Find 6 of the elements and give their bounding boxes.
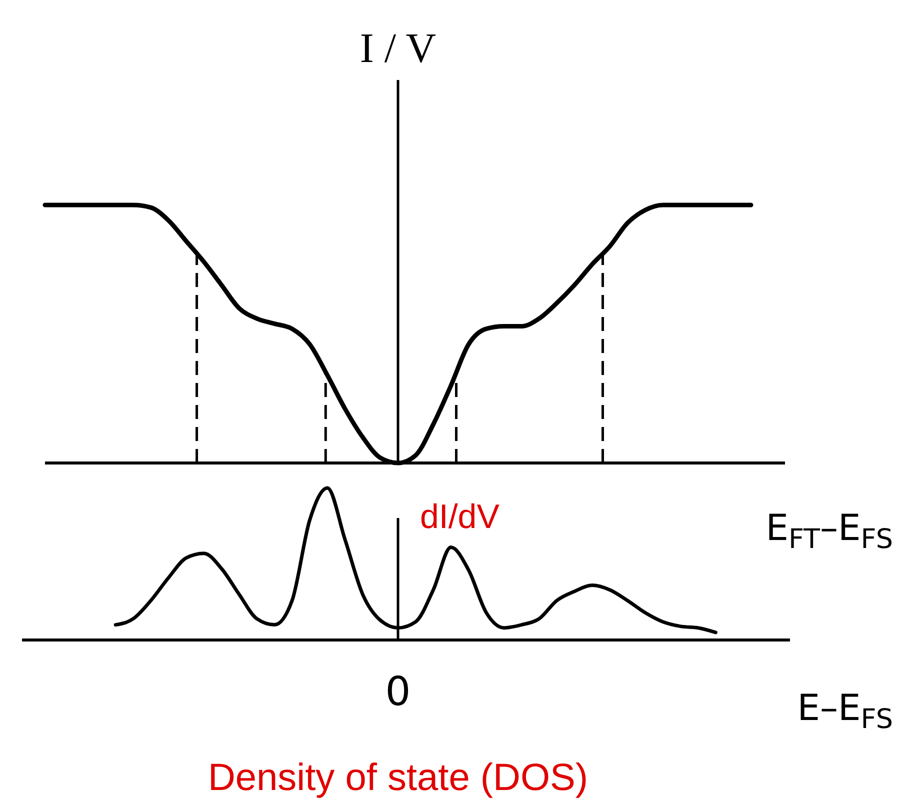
y-axis-title: dI/dV xyxy=(420,498,500,536)
text: 0 xyxy=(385,669,411,715)
text: Density of state (DOS) xyxy=(208,757,588,799)
y-axis-title: I / V xyxy=(360,26,436,72)
x-axis-title: E–E$_{FS}$ xyxy=(797,688,893,736)
x-axis-title: E$_{FT}$–E$_{FS}$ xyxy=(766,508,893,556)
